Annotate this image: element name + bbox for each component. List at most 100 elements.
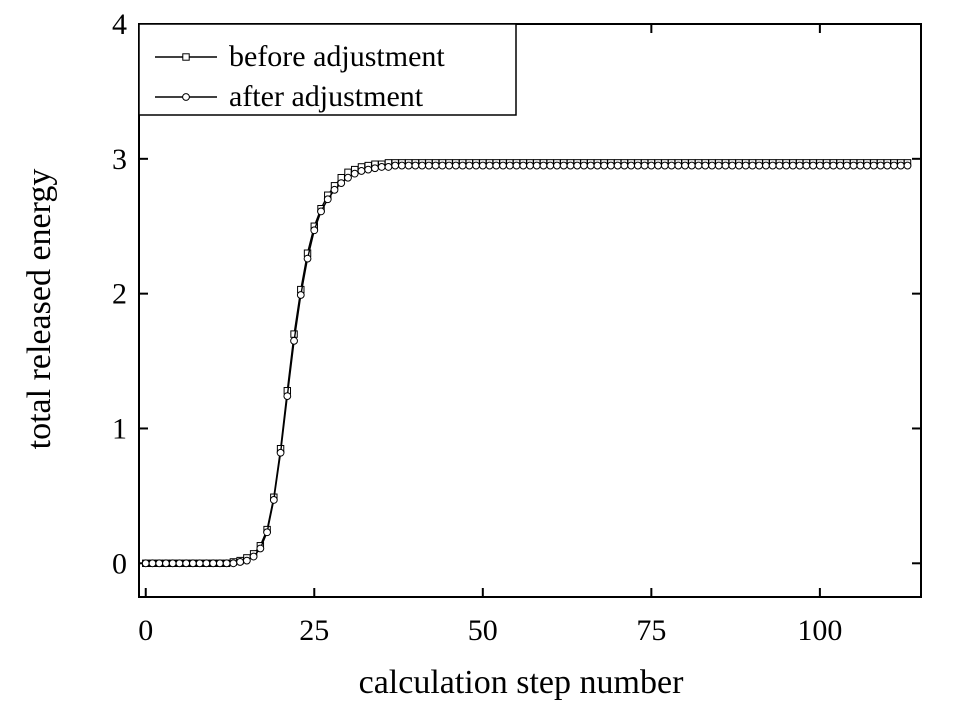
legend-entry: after adjustment — [155, 80, 424, 113]
data-point-circle — [775, 161, 784, 170]
data-point-circle — [424, 161, 433, 170]
data-point-circle — [863, 161, 871, 170]
legend: before adjustment after adjustment — [138, 23, 517, 116]
data-point-circle — [364, 165, 373, 174]
data-point-circle — [600, 161, 609, 170]
data-point-circle — [472, 161, 480, 170]
data-point-circle — [903, 161, 912, 170]
legend-label: before adjustment — [229, 40, 445, 73]
data-point-circle — [566, 161, 575, 170]
data-point-circle — [492, 161, 501, 170]
data-point-circle — [748, 161, 757, 170]
legend-entry: before adjustment — [155, 40, 445, 73]
data-point-circle — [741, 161, 750, 170]
data-point-circle — [371, 164, 379, 173]
y-tick-label: 4 — [112, 8, 127, 41]
data-point-circle — [654, 161, 662, 170]
data-point-circle — [202, 559, 211, 568]
data-point-circle — [890, 161, 898, 170]
data-point-circle — [701, 161, 710, 170]
data-point-circle — [694, 161, 703, 170]
data-point-circle — [384, 163, 393, 171]
data-point-circle — [593, 161, 602, 170]
data-point-circle — [431, 161, 440, 170]
data-point-circle — [660, 161, 669, 170]
data-point-circle — [782, 161, 791, 170]
data-point-circle — [418, 161, 427, 170]
data-point-circle — [721, 161, 730, 170]
data-point-circle — [168, 559, 177, 568]
data-point-circle — [451, 161, 460, 170]
data-point-circle — [303, 254, 312, 263]
legend-label: after adjustment — [229, 80, 424, 113]
data-point-circle — [876, 161, 885, 170]
data-point-circle — [344, 173, 352, 182]
data-point-circle — [539, 161, 548, 170]
legend-marker-square — [182, 53, 190, 61]
data-point-circle — [485, 161, 494, 170]
data-point-circle — [505, 161, 514, 170]
data-point-circle — [263, 528, 271, 537]
data-point-circle — [296, 291, 305, 299]
series-after-adjustment — [141, 161, 912, 568]
data-point-circle — [438, 161, 447, 170]
data-point-circle — [499, 161, 507, 170]
legend-box — [138, 23, 517, 116]
data-point-circle — [613, 161, 622, 170]
data-point-circle — [687, 161, 696, 170]
data-point-circle — [290, 336, 298, 345]
data-point-circle — [519, 161, 528, 170]
data-point-circle — [141, 559, 150, 568]
data-point-circle — [728, 161, 737, 170]
data-point-circle — [458, 161, 467, 170]
data-point-circle — [762, 161, 770, 170]
data-point-circle — [532, 161, 541, 170]
data-point-circle — [647, 161, 656, 170]
data-point-circle — [842, 161, 851, 170]
data-point-circle — [175, 559, 184, 568]
data-point-circle — [330, 185, 339, 194]
y-tick-label: 3 — [112, 143, 127, 176]
plot-frame — [138, 23, 922, 598]
data-point-circle — [633, 161, 642, 170]
data-point-circle — [795, 161, 804, 170]
data-point-circle — [559, 161, 568, 170]
data-point-circle — [337, 179, 346, 187]
data-point-circle — [229, 559, 238, 568]
data-point-circle — [714, 161, 723, 170]
data-point-circle — [411, 161, 420, 170]
data-point-circle — [708, 161, 716, 170]
x-tick-label: 0 — [138, 614, 153, 647]
data-point-circle — [236, 558, 245, 566]
data-point-circle — [249, 552, 258, 561]
x-axis-title: calculation step number — [359, 664, 684, 701]
data-point-circle — [815, 161, 824, 170]
data-point-circle — [182, 559, 191, 568]
x-tick-label: 25 — [299, 614, 329, 647]
data-point-circle — [222, 559, 231, 568]
data-point-circle — [856, 161, 865, 170]
data-point-circle — [155, 559, 164, 568]
data-point-circle — [162, 559, 170, 568]
data-point-circle — [242, 556, 251, 565]
data-point-circle — [310, 226, 319, 235]
data-point-circle — [896, 161, 905, 170]
series-layer — [141, 159, 912, 568]
y-axis-title: total released energy — [21, 169, 58, 450]
data-point-circle — [195, 559, 204, 568]
data-point-circle — [323, 195, 332, 204]
data-point-circle — [512, 161, 521, 170]
data-point-circle — [209, 559, 218, 568]
data-point-circle — [398, 161, 406, 170]
data-point-circle — [586, 161, 595, 170]
data-point-circle — [404, 161, 413, 170]
data-point-circle — [620, 161, 629, 170]
data-point-circle — [357, 167, 366, 175]
data-point-circle — [269, 496, 278, 504]
data-point-circle — [836, 161, 845, 170]
y-tick-label: 0 — [112, 547, 127, 580]
data-point-circle — [350, 169, 359, 178]
data-point-circle — [276, 448, 285, 457]
data-point-circle — [869, 161, 878, 170]
